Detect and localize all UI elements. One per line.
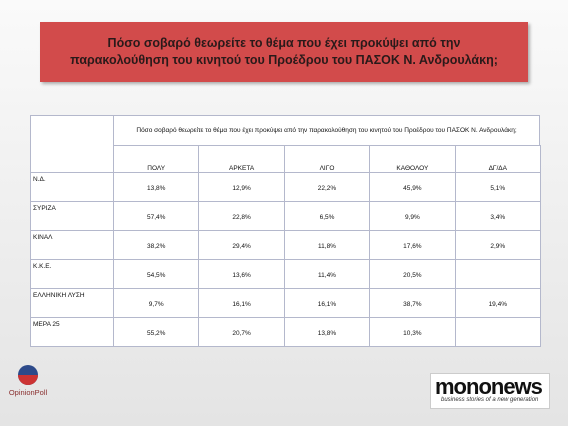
- value-cell: 57,4%: [113, 201, 200, 231]
- value-cell: 54,5%: [113, 259, 200, 289]
- value-cell: 3,4%: [454, 201, 541, 231]
- value-cell: 38,7%: [369, 288, 456, 318]
- value-cell: 10,3%: [369, 317, 456, 347]
- column-header: ΔΓ/ΔΑ: [454, 145, 541, 173]
- row-label: ΕΛΛΗΝΙΚΗ ΛΥΣΗ: [30, 288, 114, 318]
- value-cell: 12,9%: [198, 172, 285, 202]
- value-cell: 55,2%: [113, 317, 200, 347]
- pollster-icon: [18, 365, 38, 385]
- value-cell: 6,5%: [283, 201, 371, 231]
- value-cell: 13,8%: [283, 317, 371, 347]
- value-cell: 11,4%: [283, 259, 371, 289]
- value-cell: 13,6%: [198, 259, 285, 289]
- value-cell: 38,2%: [113, 230, 200, 260]
- value-cell: 16,1%: [283, 288, 371, 318]
- value-cell: 17,6%: [369, 230, 456, 260]
- column-header: ΚΑΘΟΛΟΥ: [369, 145, 456, 173]
- value-cell: [454, 317, 541, 347]
- value-cell: 45,9%: [369, 172, 456, 202]
- value-cell: 29,4%: [198, 230, 285, 260]
- brand: mononews: [435, 374, 543, 399]
- pollster: OpinionPoll: [8, 388, 48, 397]
- tagline: business stories of a new generation: [441, 397, 539, 403]
- value-cell: 9,7%: [113, 288, 200, 318]
- corner: [30, 115, 114, 173]
- value-cell: 5,1%: [454, 172, 541, 202]
- column-header: ΠΟΛΥ: [113, 145, 200, 173]
- value-cell: 2,9%: [454, 230, 541, 260]
- title: Πόσο σοβαρό θεωρείτε το θέμα που έχει πρ…: [40, 22, 528, 82]
- table: Πόσο σοβαρό θεωρείτε το θέμα που έχει πρ…: [30, 115, 541, 347]
- row-label: ΚΙΝΑΛ: [30, 230, 114, 260]
- value-cell: 11,8%: [283, 230, 371, 260]
- caption: Πόσο σοβαρό θεωρείτε το θέμα που έχει πρ…: [113, 115, 540, 146]
- value-cell: 22,2%: [283, 172, 371, 202]
- row-label: ΣΥΡΙΖΑ: [30, 201, 114, 231]
- value-cell: [454, 259, 541, 289]
- value-cell: 22,8%: [198, 201, 285, 231]
- value-cell: 20,5%: [369, 259, 456, 289]
- value-cell: 20,7%: [198, 317, 285, 347]
- logo: mononews business stories of a new gener…: [430, 373, 550, 409]
- row-label: ΜΕΡΑ 25: [30, 317, 114, 347]
- value-cell: 19,4%: [454, 288, 541, 318]
- row-label: Ν.Δ.: [30, 172, 114, 202]
- value-cell: 9,9%: [369, 201, 456, 231]
- column-header: ΑΡΚΕΤΑ: [198, 145, 285, 173]
- value-cell: 13,8%: [113, 172, 200, 202]
- row-label: Κ.Κ.Ε.: [30, 259, 114, 289]
- value-cell: 16,1%: [198, 288, 285, 318]
- column-header: ΛΙΓΟ: [283, 145, 371, 173]
